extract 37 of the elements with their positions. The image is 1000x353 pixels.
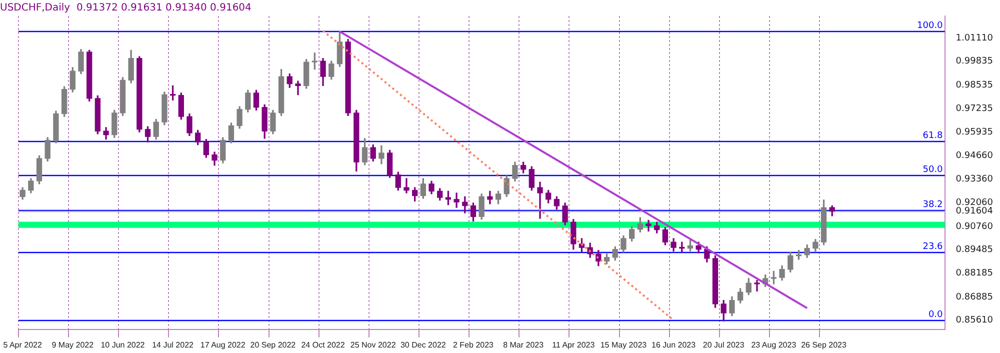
x-tick-label: 25 Nov 2022 bbox=[350, 340, 396, 350]
y-tick-label: 0.90760 bbox=[956, 222, 994, 232]
x-tick-label: 23 Aug 2023 bbox=[751, 340, 797, 350]
x-tick-label: 24 Oct 2022 bbox=[301, 340, 346, 350]
y-tick-label: 1.01110 bbox=[956, 34, 994, 44]
x-tick-label: 17 Aug 2022 bbox=[200, 340, 246, 350]
x-tick-label: 14 Jul 2022 bbox=[152, 340, 194, 350]
y-tick-label: 0.93360 bbox=[956, 174, 994, 184]
x-tick-label: 9 May 2022 bbox=[52, 340, 94, 350]
x-tick-label: 30 Dec 2022 bbox=[400, 340, 446, 350]
x-tick-label: 2 Feb 2023 bbox=[453, 340, 494, 350]
y-tick-label: 0.85610 bbox=[956, 315, 994, 326]
x-tick-label: 10 Jun 2022 bbox=[100, 340, 146, 350]
annotation: 61.8 bbox=[922, 130, 944, 141]
x-tick-label: 20 Sep 2022 bbox=[250, 340, 296, 350]
annotation: 23.6 bbox=[922, 242, 944, 252]
x-tick-label: 8 Mar 2023 bbox=[503, 340, 544, 350]
x-tick-label: 26 Sep 2023 bbox=[801, 340, 848, 350]
chart-title: USDCHF,Daily 0.91372 0.91631 0.91340 0.91604 bbox=[0, 2, 252, 14]
y-tick-label: 0.95935 bbox=[956, 128, 993, 138]
y-tick-label: 0.86885 bbox=[956, 292, 993, 302]
y-tick-label: 0.91604 bbox=[956, 206, 994, 216]
x-tick-label: 16 Jun 2023 bbox=[652, 340, 696, 350]
x-tick-label: 20 Jul 2023 bbox=[702, 340, 745, 350]
y-tick-label: 0.98535 bbox=[956, 80, 993, 90]
annotation: 100.0 bbox=[917, 20, 944, 31]
y-tick-label: 0.88185 bbox=[956, 268, 993, 279]
y-tick-label: 0.94660 bbox=[956, 150, 994, 161]
y-tick-label: 0.99835 bbox=[956, 56, 993, 67]
annotation: 50.0 bbox=[922, 164, 944, 175]
x-tick-label: 15 May 2023 bbox=[600, 340, 648, 350]
x-tick-label: 5 Apr 2022 bbox=[3, 340, 42, 350]
y-tick-label: 0.97235 bbox=[956, 104, 993, 114]
annotation: 0.0 bbox=[928, 310, 944, 320]
annotation: 38.2 bbox=[922, 200, 943, 210]
y-tick-label: 0.89485 bbox=[956, 244, 993, 255]
x-tick-label: 11 Apr 2023 bbox=[552, 340, 596, 350]
